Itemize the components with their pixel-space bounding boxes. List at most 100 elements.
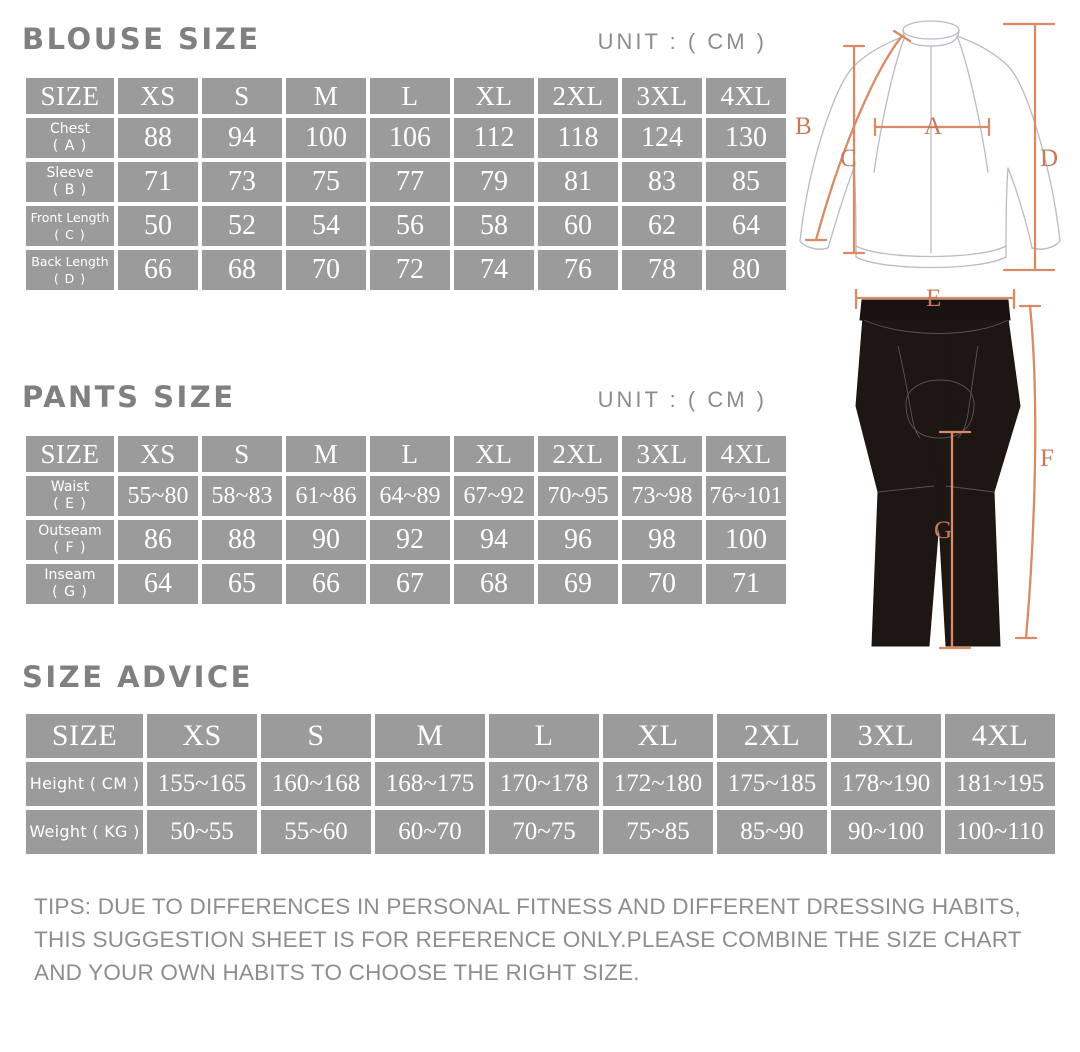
label-c: C [840,145,857,172]
cell-outseam-m: 90 [286,520,366,560]
cell-weight-m: 60~70 [375,810,485,854]
cell-back-length-s: 68 [202,250,282,290]
table-header-row: SIZE XS S M L XL 2XL 3XL 4XL [26,78,786,114]
row-label-name: Front Length [30,210,110,225]
cell-sleeve-2xl: 81 [538,162,618,202]
pants-diagram: E F G [854,286,1054,650]
cell-weight-3xl: 90~100 [831,810,941,854]
row-label-letter: ( B ) [52,182,88,198]
table-row: Front Length ( C ) 50 52 54 56 58 60 62 … [26,206,786,246]
col-head-xl: XL [603,714,713,758]
cell-front-length-l: 56 [370,206,450,246]
cell-front-length-xs: 50 [118,206,198,246]
cell-outseam-s: 88 [202,520,282,560]
cell-chest-3xl: 124 [622,118,702,158]
col-head-size: SIZE [26,436,114,472]
col-head-xl: XL [454,436,534,472]
row-label-letter: ( D ) [53,271,87,286]
row-label-letter: ( F ) [53,540,87,556]
pants-unit-label: UNIT : ( CM ) [597,387,767,412]
cell-sleeve-m: 75 [286,162,366,202]
jersey-measure-lines [804,22,1056,272]
cell-height-xs: 155~165 [147,762,257,806]
cell-sleeve-l: 77 [370,162,450,202]
cell-inseam-4xl: 71 [706,564,786,604]
table-row: Chest ( A ) 88 94 100 106 112 118 124 13… [26,118,786,158]
table-row: Sleeve ( B ) 71 73 75 77 79 81 83 85 [26,162,786,202]
cell-weight-2xl: 85~90 [717,810,827,854]
measure-line-f [1024,304,1037,640]
row-label-weight: Weight ( KG ) [26,810,143,854]
size-advice-table: SIZE XS S M L XL 2XL 3XL 4XL Height ( CM… [22,710,1059,858]
cell-waist-m: 61~86 [286,476,366,516]
col-head-4xl: 4XL [706,436,786,472]
col-head-2xl: 2XL [717,714,827,758]
cell-outseam-xs: 86 [118,520,198,560]
table-row: Inseam ( G ) 64 65 66 67 68 69 70 71 [26,564,786,604]
tips-text: TIPS: DUE TO DIFFERENCES IN PERSONAL FIT… [34,894,1022,985]
col-head-l: L [489,714,599,758]
cell-height-3xl: 178~190 [831,762,941,806]
col-head-l: L [370,78,450,114]
col-head-xs: XS [118,436,198,472]
cell-height-m: 168~175 [375,762,485,806]
col-head-3xl: 3XL [622,436,702,472]
cell-inseam-xl: 68 [454,564,534,604]
cell-front-length-3xl: 62 [622,206,702,246]
col-head-4xl: 4XL [945,714,1055,758]
row-label-height: Height ( CM ) [26,762,143,806]
tables-column: BLOUSE SIZE UNIT : ( CM ) SIZE XS S M L … [22,0,786,608]
col-head-3xl: 3XL [831,714,941,758]
blouse-size-table: SIZE XS S M L XL 2XL 3XL 4XL Chest ( A )… [22,74,790,294]
cell-inseam-3xl: 70 [622,564,702,604]
cell-back-length-m: 70 [286,250,366,290]
cell-chest-4xl: 130 [706,118,786,158]
blouse-section-header: BLOUSE SIZE UNIT : ( CM ) [22,22,767,56]
cell-waist-3xl: 73~98 [622,476,702,516]
col-head-2xl: 2XL [538,436,618,472]
table-row: Back Length ( D ) 66 68 70 72 74 76 78 8… [26,250,786,290]
row-label-waist: Waist ( E ) [26,476,114,516]
cell-sleeve-3xl: 83 [622,162,702,202]
row-label-letter: ( A ) [52,138,88,154]
pants-measure-labels: E F G [926,286,1054,544]
pants-body [855,299,1021,647]
col-head-size: SIZE [26,78,114,114]
label-d: D [1040,145,1058,172]
row-label-name: Waist [50,479,90,495]
col-head-s: S [261,714,371,758]
cell-chest-xs: 88 [118,118,198,158]
cell-chest-l: 106 [370,118,450,158]
cell-chest-2xl: 118 [538,118,618,158]
cell-outseam-3xl: 98 [622,520,702,560]
cell-waist-4xl: 76~101 [706,476,786,516]
cell-chest-s: 94 [202,118,282,158]
label-e: E [926,286,941,312]
cell-height-4xl: 181~195 [945,762,1055,806]
row-label-chest: Chest ( A ) [26,118,114,158]
col-head-size: SIZE [26,714,143,758]
cell-weight-4xl: 100~110 [945,810,1055,854]
table-row: Weight ( KG ) 50~55 55~60 60~70 70~75 75… [26,810,1055,854]
cell-front-length-2xl: 60 [538,206,618,246]
cell-inseam-xs: 64 [118,564,198,604]
row-label-outseam: Outseam ( F ) [26,520,114,560]
measure-line-b [814,34,904,242]
col-head-4xl: 4XL [706,78,786,114]
cell-waist-xs: 55~80 [118,476,198,516]
cell-back-length-l: 72 [370,250,450,290]
size-advice-section: SIZE ADVICE SIZE XS S M L XL 2XL 3XL 4XL [22,660,1062,858]
jersey-measure-labels: A B C D [795,113,1058,172]
figures-column: A B C D [782,0,1080,660]
row-label-name: Outseam [38,523,102,539]
label-f: F [1040,445,1054,472]
cell-waist-xl: 67~92 [454,476,534,516]
jersey-outline [799,20,1061,269]
table-header-row: SIZE XS S M L XL 2XL 3XL 4XL [26,714,1055,758]
cell-waist-2xl: 70~95 [538,476,618,516]
table-row: Waist ( E ) 55~80 58~83 61~86 64~89 67~9… [26,476,786,516]
col-head-s: S [202,436,282,472]
row-label-letter: ( G ) [52,584,88,600]
jersey-diagram: A B C D [795,20,1061,272]
